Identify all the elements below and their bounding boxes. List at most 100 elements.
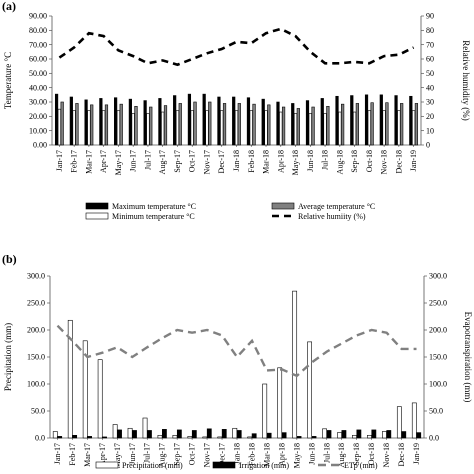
bar-precipitation-mm-	[82, 340, 88, 439]
bar-maximum-temperature-c	[202, 93, 206, 146]
bar-minimum-temperature-c	[338, 111, 342, 146]
y-tick-label: 20.00	[29, 112, 47, 121]
bar-maximum-temperature-c	[261, 98, 265, 146]
bar-average-temperature-c	[75, 103, 79, 146]
x-tick-label: Dec-18	[394, 150, 403, 174]
bar-irrigation-mm-	[266, 432, 272, 439]
bar-maximum-temperature-c	[128, 98, 132, 146]
y2-tick-label: 70	[426, 40, 434, 49]
panel-a-label: (a)	[2, 0, 16, 13]
x-tick-label: Apr-18	[276, 150, 285, 173]
bar-minimum-temperature-c	[116, 110, 121, 146]
bar-minimum-temperature-c	[146, 113, 150, 146]
x-tick-label: Jun-18	[307, 443, 316, 465]
bar-average-temperature-c	[252, 103, 256, 146]
x-tick-label: Jul-18	[322, 443, 331, 463]
bar-maximum-temperature-c	[114, 97, 118, 146]
x-tick-label: Feb-17	[68, 443, 77, 466]
bar-average-temperature-c	[400, 103, 404, 146]
y2-tick-label: 0	[426, 141, 430, 150]
bar-average-temperature-c	[326, 106, 330, 146]
bar-maximum-temperature-c	[232, 96, 236, 146]
bar-average-temperature-c	[237, 103, 241, 146]
bar-precipitation-mm-	[112, 424, 118, 439]
y-tick-label: 50.00	[29, 69, 47, 78]
y2-tick-label: 90	[426, 12, 434, 21]
x-tick-label: Sep-18	[352, 443, 361, 466]
bar-minimum-temperature-c	[102, 110, 106, 146]
bar-precipitation-mm-	[247, 436, 253, 439]
bar-average-temperature-c	[178, 103, 182, 146]
bar-precipitation-mm-	[262, 383, 268, 439]
bar-irrigation-mm-	[356, 429, 362, 439]
bar-irrigation-mm-	[296, 436, 302, 439]
bar-minimum-temperature-c	[352, 111, 357, 146]
x-tick-label: Jan-17	[55, 150, 64, 171]
bar-irrigation-mm-	[236, 430, 242, 439]
bar-maximum-temperature-c	[379, 94, 383, 146]
bar-irrigation-mm-	[221, 429, 227, 439]
bar-precipitation-mm-	[307, 341, 312, 439]
y2-tick-label: 300.0	[429, 272, 447, 281]
y-axis-label: Precipitation (mm)	[3, 323, 13, 391]
bar-maximum-temperature-c	[394, 95, 398, 146]
y2-tick-label: 10	[426, 126, 434, 135]
bar-maximum-temperature-c	[246, 97, 251, 146]
bar-irrigation-mm-	[72, 434, 78, 439]
bar-minimum-temperature-c	[72, 110, 76, 146]
bar-precipitation-mm-	[172, 434, 178, 439]
bar-minimum-temperature-c	[308, 113, 312, 146]
bar-precipitation-mm-	[277, 367, 283, 439]
y-tick-label: 50.0	[31, 407, 45, 416]
x-tick-label: Dec-17	[217, 150, 226, 174]
bar-average-temperature-c	[208, 101, 212, 146]
bar-minimum-temperature-c	[175, 110, 180, 146]
bar-minimum-temperature-c	[57, 108, 61, 146]
bar-minimum-temperature-c	[249, 110, 253, 146]
y2-tick-label: 200.0	[429, 326, 447, 335]
bar-maximum-temperature-c	[99, 98, 103, 146]
bar-maximum-temperature-c	[305, 100, 310, 146]
bar-average-temperature-c	[355, 103, 359, 146]
x-tick-label: Apr-17	[99, 150, 108, 173]
bar-average-temperature-c	[90, 104, 94, 146]
bar-maximum-temperature-c	[69, 96, 73, 146]
y-tick-label: 70.00	[29, 40, 47, 49]
bar-precipitation-mm-	[187, 436, 193, 439]
x-tick-label: Dec-18	[397, 443, 406, 467]
y-tick-label: 10.00	[29, 126, 47, 135]
bar-irrigation-mm-	[206, 428, 212, 439]
bar-irrigation-mm-	[102, 436, 107, 439]
x-tick-label: Oct-17	[188, 150, 197, 172]
bar-minimum-temperature-c	[279, 111, 283, 146]
y2-tick-label: 50.0	[429, 407, 443, 416]
x-tick-label: Nov-18	[382, 443, 391, 467]
bar-precipitation-mm-	[142, 417, 148, 439]
bar-precipitation-mm-	[411, 402, 417, 439]
bar-precipitation-mm-	[367, 434, 372, 439]
bar-average-temperature-c	[281, 106, 286, 146]
y2-tick-label: 100.0	[429, 380, 447, 389]
y-tick-label: 100.0	[27, 380, 45, 389]
y2-tick-label: 30	[426, 98, 434, 107]
bar-precipitation-mm-	[292, 290, 298, 439]
legend-swatch	[85, 202, 109, 210]
bar-maximum-temperature-c	[364, 94, 369, 146]
bar-minimum-temperature-c	[293, 113, 298, 146]
bar-average-temperature-c	[370, 102, 374, 146]
legend-label: Average temperature °C	[298, 202, 375, 211]
bar-irrigation-mm-	[162, 429, 167, 439]
y2-tick-label: 250.0	[429, 299, 447, 308]
x-tick-label: May-18	[291, 150, 300, 175]
y2-axis-label: Relative humidity (%)	[461, 40, 471, 120]
bar-maximum-temperature-c	[54, 93, 59, 146]
y2-tick-label: 50	[426, 69, 434, 78]
legend-label: Minimum temperature °C	[112, 212, 195, 221]
bar-minimum-temperature-c	[161, 111, 165, 146]
x-tick-label: Sep-17	[173, 443, 182, 466]
bar-precipitation-mm-	[352, 434, 357, 439]
y2-tick-label: 60	[426, 55, 434, 64]
bar-minimum-temperature-c	[220, 110, 224, 146]
bar-precipitation-mm-	[217, 436, 223, 439]
